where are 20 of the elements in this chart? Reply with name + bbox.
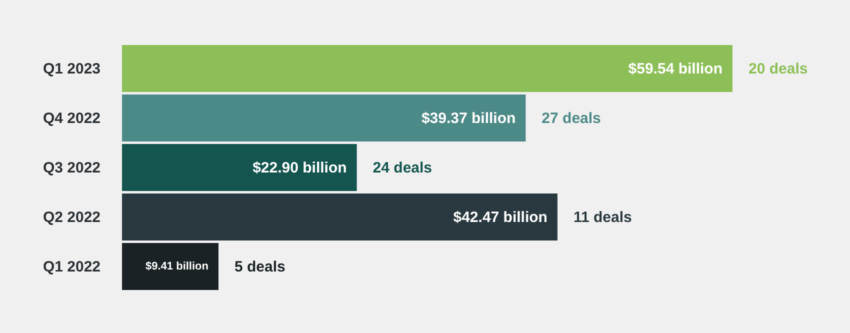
annotation: 5 deals (234, 258, 286, 276)
y-tick-label: Q1 2023 (42, 60, 100, 78)
annotation: 20 deals (748, 60, 808, 78)
y-tick-label: Q1 2022 (42, 258, 100, 276)
y-tick-label: Q3 2022 (42, 160, 100, 176)
data-label: $22.90 billion (252, 160, 347, 176)
annotation: 24 deals (372, 160, 432, 176)
bar (122, 193, 558, 241)
bar (122, 45, 732, 92)
bar (122, 144, 357, 192)
data-label: $39.37 billion (421, 110, 516, 128)
annotation: 11 deals (573, 208, 632, 226)
y-tick-label: Q4 2022 (42, 110, 100, 128)
data-label: $42.47 billion (453, 208, 548, 226)
data-label: $59.54 billion (628, 60, 722, 78)
annotation: 27 deals (542, 110, 601, 128)
bar (122, 242, 218, 290)
bar (122, 94, 526, 142)
data-label: $9.41 billion (146, 260, 209, 272)
y-tick-label: Q2 2022 (42, 208, 100, 226)
